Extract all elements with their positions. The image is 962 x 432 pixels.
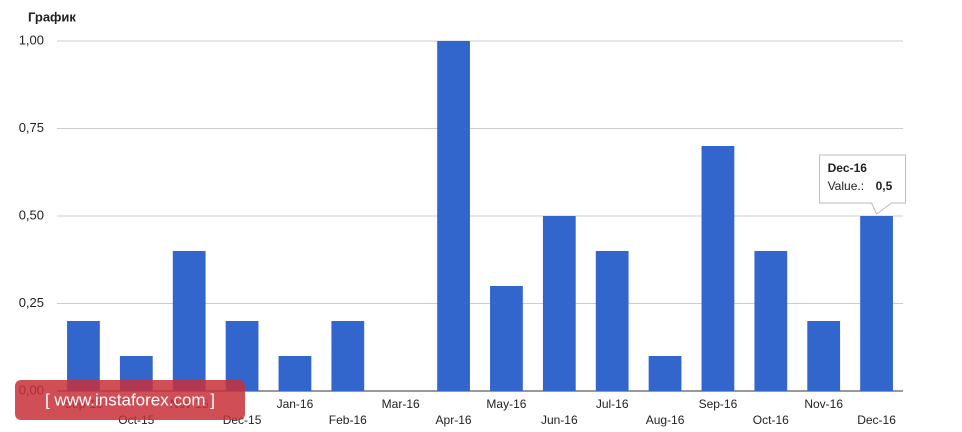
bar <box>225 321 259 391</box>
x-tick-label: Oct-16 <box>753 413 789 427</box>
x-tick-label: May-16 <box>486 397 526 411</box>
x-tick-label: Sep-16 <box>699 397 738 411</box>
x-tick-label: Jul-16 <box>596 397 629 411</box>
x-tick-label: Dec-16 <box>857 413 896 427</box>
x-tick-label: Jun-16 <box>541 413 578 427</box>
tooltip-box <box>819 154 907 215</box>
y-tick-label: 0,75 <box>19 120 44 135</box>
watermark-text: [ www.instaforex.com ] <box>45 390 215 409</box>
chart-title: График <box>28 9 76 24</box>
x-tick-label: Mar-16 <box>382 397 420 411</box>
tooltip-label: Value.: <box>828 179 864 193</box>
bar <box>648 356 682 391</box>
watermark: [ www.instaforex.com ] <box>15 380 245 420</box>
bar <box>172 251 206 391</box>
tooltip-value: 0,5 <box>876 179 893 193</box>
y-tick-label: 1,00 <box>19 32 44 47</box>
x-tick-label: Aug-16 <box>646 413 685 427</box>
bar <box>860 216 893 391</box>
bar <box>278 356 312 391</box>
bar <box>490 286 523 391</box>
y-tick-label: 0,50 <box>19 207 44 222</box>
watermark-box <box>15 380 245 420</box>
bar <box>701 146 735 391</box>
y-tick-label: 0,25 <box>19 295 44 310</box>
bar <box>542 216 576 391</box>
x-tick-label: Jan-16 <box>277 397 314 411</box>
x-tick-label: Feb-16 <box>329 413 367 427</box>
tooltip-title: Dec-16 <box>828 161 868 175</box>
bar <box>67 321 100 391</box>
bar <box>331 321 365 391</box>
bar <box>437 41 470 391</box>
tooltip: Dec-16 Value.: 0,5 <box>819 154 907 215</box>
x-tick-label: Nov-16 <box>804 397 843 411</box>
x-tick-label: Apr-16 <box>436 413 472 427</box>
bar <box>807 321 841 391</box>
bar <box>595 251 629 391</box>
bar <box>754 251 788 391</box>
plot-area: 0,000,250,500,751,00Sep-15Oct-15Nov-15De… <box>19 32 903 427</box>
